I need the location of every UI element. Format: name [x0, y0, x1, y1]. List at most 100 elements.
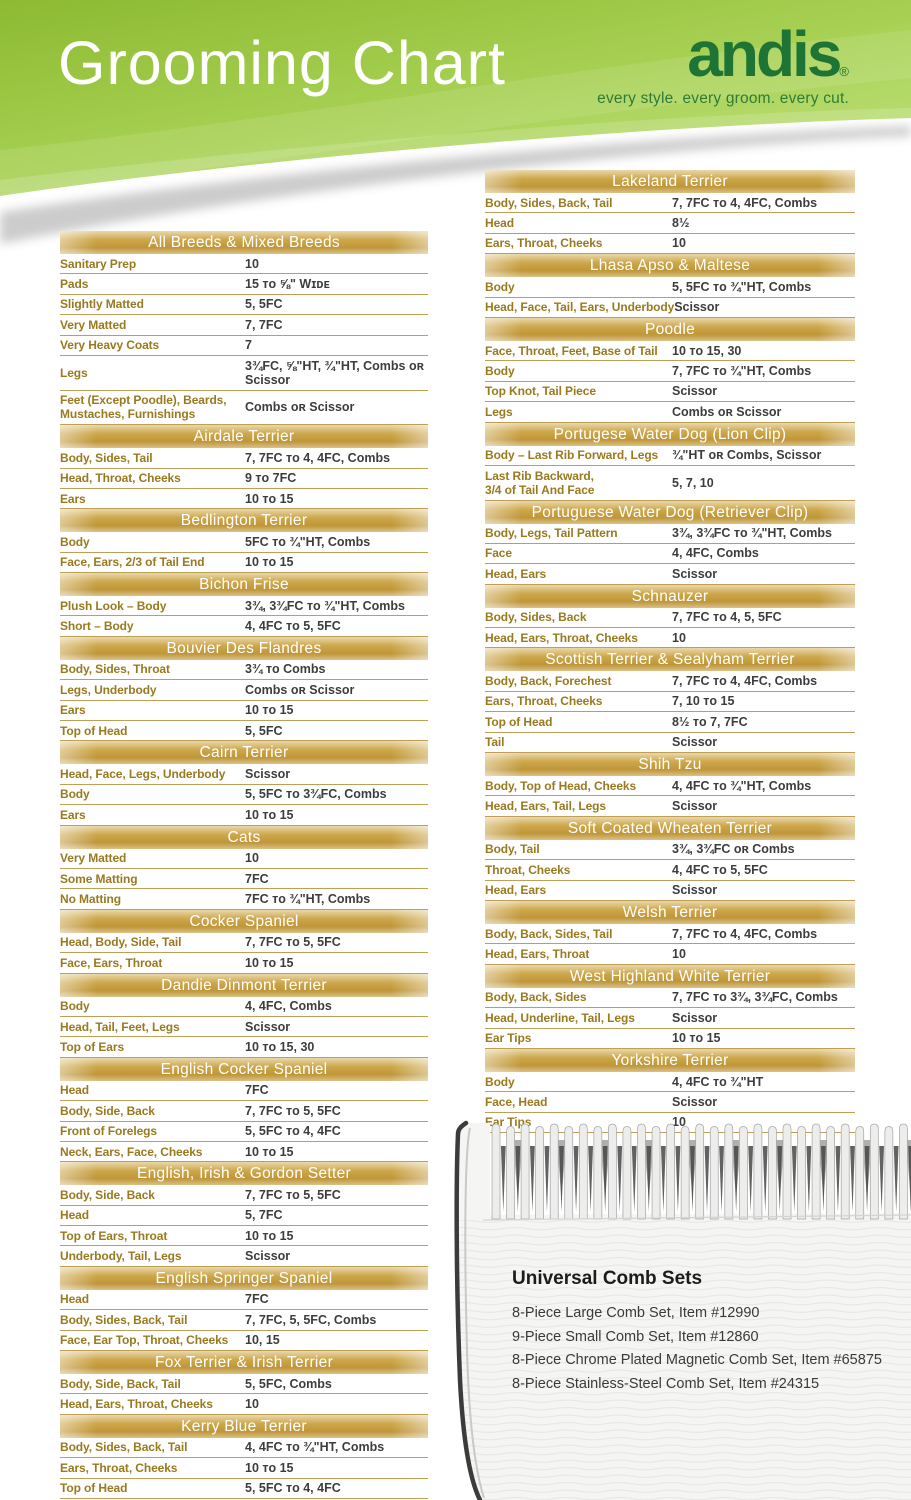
comb-set-item: 8-Piece Chrome Plated Magnetic Comb Set,…: [512, 1352, 882, 1368]
row-value: 5, 5FC ᴛᴏ 3¾FC, Combs: [245, 787, 387, 802]
row-label: Sanitary Prep: [60, 256, 137, 271]
breed-table: Bouvier Des Flandres Body, Sides, Throat 3…: [60, 636, 428, 742]
table-row: Top Knot, Tail Piece Scissor: [485, 382, 855, 403]
row-value: 7, 7FC ᴛᴏ 4, 5, 5FC: [672, 610, 782, 625]
row-label: No Matting: [60, 891, 121, 906]
row-value: 7, 7FC ᴛᴏ 4, 4FC, Combs: [245, 450, 391, 465]
row-label: Body: [60, 534, 90, 549]
row-value: 3¾FC, ⅝"HT, ¾"HT, Combs ᴏʀ Scissor: [245, 358, 424, 387]
row-label: Head: [485, 215, 514, 230]
table-row: Body 5, 5FC ᴛᴏ 3¾FC, Combs: [60, 785, 428, 806]
breed-table-title: Bedlington Terrier: [60, 509, 428, 533]
blade-tooth-detail: [806, 1146, 812, 1212]
blade-tooth-detail: [515, 1146, 521, 1212]
row-label: Head, Throat, Cheeks: [60, 471, 181, 486]
brand-logo: andis®: [597, 22, 849, 86]
breed-table-title: Portugese Water Dog (Lion Clip): [485, 422, 855, 446]
table-row: Body, Sides, Throat 3¾ ᴛᴏ Combs: [60, 660, 428, 681]
blade-tooth-detail: [588, 1146, 593, 1212]
table-row: No Matting 7FC ᴛᴏ ¾"HT, Combs: [60, 889, 428, 910]
row-label: Body, Tail: [485, 842, 540, 857]
breed-table-title: West Highland White Terrier: [485, 964, 855, 988]
breed-table: Portuguese Water Dog (Retriever Clip) Bod…: [485, 500, 855, 585]
blade-tooth-detail: [544, 1146, 550, 1212]
table-row: Body, Back, Sides 7, 7FC ᴛᴏ 3¾, 3¾FC, Com…: [485, 988, 855, 1009]
row-value: 5, 7FC: [245, 1208, 283, 1223]
blade-tooth-detail: [704, 1146, 710, 1212]
row-label: Head: [60, 1208, 89, 1223]
row-label: Underbody, Tail, Legs: [60, 1249, 182, 1264]
table-row: Head 8½: [485, 213, 855, 234]
table-row: Head, Throat, Cheeks 9 ᴛᴏ 7FC: [60, 469, 428, 489]
blade-tooth-detail: [821, 1146, 826, 1212]
table-row: Head, Face, Legs, Underbody Scissor: [60, 764, 428, 785]
row-label: Head: [60, 1083, 89, 1098]
breed-table: English Springer Spaniel Head 7FC Body, Sid…: [60, 1266, 428, 1352]
row-label: Body, Sides, Throat: [60, 662, 170, 677]
blade-tooth: [884, 1126, 894, 1220]
table-row: Feet (Except Poodle), Beards, Mustaches,…: [60, 391, 428, 426]
blade-tooth-detail: [777, 1146, 783, 1212]
row-label: Body, Back, Forechest: [485, 674, 612, 689]
table-row: Top of Head 8½ ᴛᴏ 7, 7FC: [485, 712, 855, 733]
breed-table: Cocker Spaniel Head, Body, Side, Tail 7, 7…: [60, 909, 428, 974]
blade-seam: [482, 1214, 911, 1221]
row-label: Face, Ears, 2/3 of Tail End: [60, 555, 205, 570]
row-label: Ear Tips: [485, 1031, 532, 1046]
row-value: 4, 4FC ᴛᴏ 5, 5FC: [245, 619, 341, 634]
breed-table-title: Cocker Spaniel: [60, 909, 428, 933]
row-label: Body, Top of Head, Cheeks: [485, 778, 637, 793]
breed-table: Bichon Frise Plush Look – Body 3¾, 3¾FC ᴛᴏ…: [60, 573, 428, 637]
row-value: 10 ᴛᴏ 15: [245, 1228, 294, 1243]
table-row: Slightly Matted 5, 5FC: [60, 295, 428, 316]
table-row: Head 5, 7FC: [60, 1206, 428, 1227]
table-row: Pads 15 ᴛᴏ ⅝" Wɪᴅᴇ: [60, 274, 428, 295]
table-row: Top of Head 5, 5FC: [60, 721, 428, 742]
blade-tooth-detail: [864, 1146, 870, 1212]
row-value: 5, 5FC: [245, 723, 283, 738]
row-label: Body, Side, Back, Tail: [60, 1376, 181, 1391]
blade-tooth-detail: [893, 1146, 899, 1212]
breed-table: Bedlington Terrier Body 5FC ᴛᴏ ¾"HT, Combs…: [60, 509, 428, 574]
blade-tooth: [811, 1123, 821, 1220]
row-label: Tail: [485, 735, 505, 750]
table-row: Body, Back, Sides, Tail 7, 7FC ᴛᴏ 4, 4FC,…: [485, 924, 855, 945]
table-row: Body 4, 4FC ᴛᴏ ¾"HT: [485, 1072, 855, 1093]
blade-tooth: [709, 1126, 719, 1220]
row-label: Feet (Except Poodle), Beards, Mustaches,…: [60, 393, 227, 422]
row-label: Head, Body, Side, Tail: [60, 935, 182, 950]
row-label: Throat, Cheeks: [485, 862, 571, 877]
row-label: Ears: [60, 491, 86, 506]
blade-tooth-detail: [719, 1146, 724, 1212]
table-row: Face, Throat, Feet, Base of Tail 10 ᴛᴏ 15…: [485, 341, 855, 362]
breed-table: Fox Terrier & Irish Terrier Body, Side, B…: [60, 1351, 428, 1415]
breed-table: West Highland White Terrier Body, Back, S…: [485, 964, 855, 1049]
row-label: Body, Legs, Tail Pattern: [485, 526, 618, 541]
table-row: Legs 3¾FC, ⅝"HT, ¾"HT, Combs ᴏʀ Scissor: [60, 356, 428, 391]
row-value: 4, 4FC ᴛᴏ ¾"HT, Combs: [245, 1440, 385, 1455]
blade-tooth: [608, 1123, 617, 1220]
breed-table: Soft Coated Wheaten Terrier Body, Tail 3¾,…: [485, 816, 855, 901]
row-label: Legs, Underbody: [60, 682, 157, 697]
row-label: Body: [485, 363, 515, 378]
row-label: Some Matting: [60, 871, 138, 886]
row-label: Body, Sides, Back, Tail: [60, 1312, 188, 1327]
row-value: 7, 7FC ᴛᴏ 4, 4FC, Combs: [672, 926, 818, 941]
breed-tables-left-column: All Breeds & Mixed Breeds Sanitary Prep 10…: [60, 231, 428, 1499]
table-row: Ear Tips 10 ᴛᴏ 15: [485, 1029, 855, 1049]
breed-table-title: All Breeds & Mixed Breeds: [60, 231, 428, 254]
breed-table-title: Schnauzer: [485, 584, 855, 608]
table-row: Body, Side, Back 7, 7FC ᴛᴏ 5, 5FC: [60, 1101, 428, 1122]
blade-tooth: [651, 1126, 661, 1220]
breed-table-title: Airdale Terrier: [60, 425, 428, 449]
row-label: Body, Sides, Back: [485, 610, 587, 625]
blade-tooth: [491, 1123, 501, 1220]
row-label: Body – Last Rib Forward, Legs: [485, 448, 659, 463]
row-label: Face, Head: [485, 1094, 548, 1109]
table-row: Head, Body, Side, Tail 7, 7FC ᴛᴏ 5, 5FC: [60, 933, 428, 954]
blade-tooth: [840, 1123, 850, 1220]
comb-set-item: 9-Piece Small Comb Set, Item #12860: [512, 1328, 759, 1345]
row-label: Body, Sides, Back, Tail: [60, 1440, 188, 1455]
row-label: Last Rib Backward, 3/4 of Tail And Face: [485, 468, 595, 497]
